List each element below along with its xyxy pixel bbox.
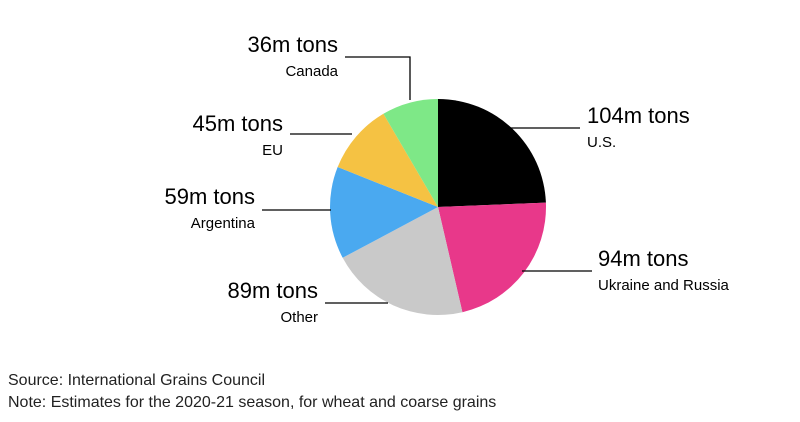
category-label: U.S. xyxy=(587,134,616,151)
pie-slice xyxy=(383,99,438,207)
category-label: EU xyxy=(262,142,283,159)
note-text: Note: Estimates for the 2020-21 season, … xyxy=(8,394,496,411)
category-label: Other xyxy=(280,309,318,326)
leader-line xyxy=(345,56,411,100)
value-label: 89m tons xyxy=(228,278,319,303)
value-label: 104m tons xyxy=(587,103,690,128)
value-label: 94m tons xyxy=(598,246,689,271)
category-label: Canada xyxy=(285,63,338,80)
pie-slice xyxy=(330,167,438,258)
value-label: 59m tons xyxy=(165,184,256,209)
pie-slice xyxy=(438,202,546,313)
value-label: 36m tons xyxy=(248,32,339,57)
pie-slice xyxy=(342,207,463,315)
source-text: Source: International Grains Council xyxy=(8,372,265,389)
pie-slice xyxy=(337,113,438,207)
value-label: 45m tons xyxy=(193,111,284,136)
category-label: Argentina xyxy=(191,215,256,232)
category-label: Ukraine and Russia xyxy=(598,277,730,294)
pie-slice xyxy=(438,99,546,207)
